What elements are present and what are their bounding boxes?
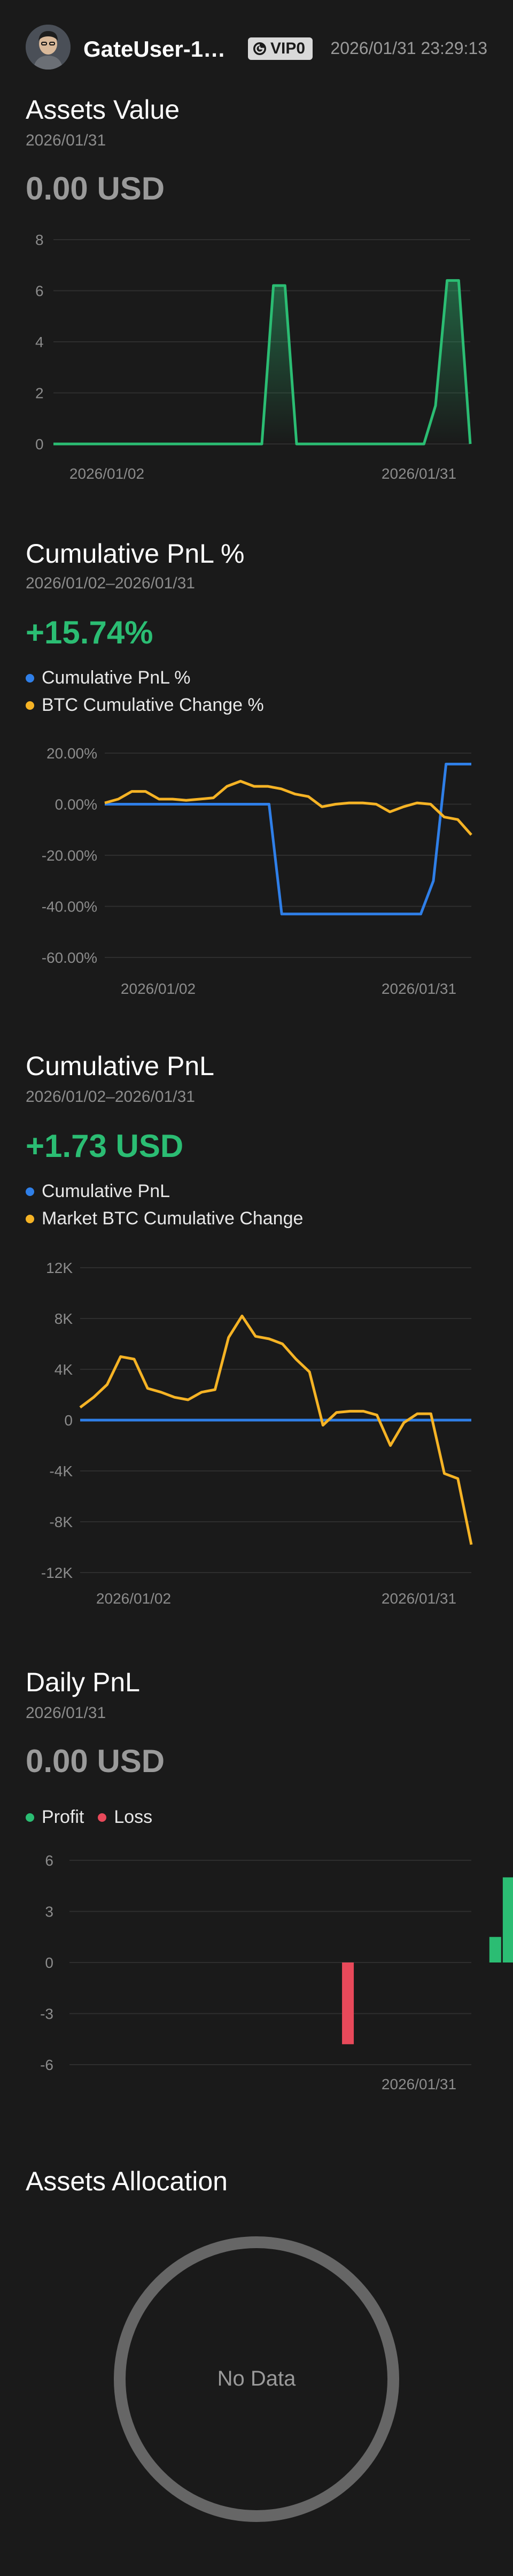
y-tick-label: -20.00% xyxy=(42,847,97,864)
blue-dot-icon xyxy=(26,673,34,683)
assets-area-fill xyxy=(53,280,470,444)
y-tick-label: 6 xyxy=(45,1852,53,1869)
username[interactable]: GateUser-1… xyxy=(83,36,226,62)
cumulative-pnl-value: +1.73 USD xyxy=(26,1128,184,1164)
series-line-0 xyxy=(105,763,471,916)
x-tick-label: 2026/01/02 xyxy=(96,1590,171,1607)
header: GateUser-1… VIP0 2026/01/31 23:29:13 xyxy=(26,21,487,73)
series-line-1 xyxy=(79,1314,473,1545)
y-tick-label: -40.00% xyxy=(42,899,97,915)
assets-value-amount: 0.00 USD xyxy=(26,171,165,206)
legend-label: Profit xyxy=(42,1807,84,1827)
daily-pnl-date: 2026/01/31 xyxy=(26,1704,106,1722)
y-tick-label: 4 xyxy=(35,334,44,350)
series-line-1 xyxy=(104,780,472,836)
y-tick-label: 0.00% xyxy=(55,796,97,813)
y-tick-label: 12K xyxy=(46,1260,73,1276)
y-tick-label: -12K xyxy=(41,1565,73,1581)
legend-item-market-btc-change[interactable]: Market BTC Cumulative Change xyxy=(26,1208,303,1229)
y-tick-label: -4K xyxy=(49,1463,73,1479)
loss-bar xyxy=(342,1962,354,2044)
legend-label: BTC Cumulative Change % xyxy=(42,695,264,715)
profit-bar xyxy=(489,1937,501,1962)
y-tick-label: -60.00% xyxy=(42,949,97,966)
assets-allocation-donut xyxy=(114,2236,399,2522)
cumulative-pnl-pct-chart[interactable]: 20.00% 0.00% -20.00% -40.00% -60.00% 2026/01/… xyxy=(0,738,513,1000)
empty-donut-ring xyxy=(114,2236,399,2522)
y-tick-label: 3 xyxy=(45,1904,53,1920)
cumulative-pnl-chart[interactable]: 12K 8K 4K 0 -4K -8K -12K 2026/01/02 2026/01/31 xyxy=(0,1252,513,1615)
daily-pnl-title: Daily PnL xyxy=(26,1667,140,1697)
legend-label: Market BTC Cumulative Change xyxy=(42,1208,304,1229)
yellow-dot-icon xyxy=(26,1214,34,1223)
x-tick-label: 2026/01/31 xyxy=(382,1590,456,1607)
legend-item-profit[interactable]: Profit xyxy=(26,1807,84,1828)
x-tick-label: 2026/01/02 xyxy=(121,980,196,997)
y-tick-label: 0 xyxy=(64,1412,73,1429)
y-tick-label: 4K xyxy=(55,1361,73,1378)
cumulative-pnl-date: 2026/01/02–2026/01/31 xyxy=(26,1088,195,1106)
cumulative-pnl-pct-legend: Cumulative PnL % BTC Cumulative Change % xyxy=(26,668,264,716)
x-tick-label: 2026/01/31 xyxy=(382,2076,456,2092)
y-tick-label: 0 xyxy=(35,436,44,453)
avatar[interactable] xyxy=(26,25,71,70)
x-tick-label: 2026/01/31 xyxy=(382,465,456,481)
legend-label: Loss xyxy=(114,1807,153,1827)
assets-value-date: 2026/01/31 xyxy=(26,132,106,149)
blue-dot-icon xyxy=(26,1187,34,1196)
green-dot-icon xyxy=(26,1813,34,1822)
legend-item-cumulative-pnl[interactable]: Cumulative PnL xyxy=(26,1181,303,1202)
y-tick-label: 0 xyxy=(45,1954,53,1971)
vip-badge[interactable]: VIP0 xyxy=(248,37,313,60)
y-tick-label: 2 xyxy=(35,385,44,402)
vip-label: VIP0 xyxy=(270,40,306,57)
yellow-dot-icon xyxy=(26,701,34,710)
cumulative-pnl-pct-date: 2026/01/02–2026/01/31 xyxy=(26,574,195,592)
assets-value-line xyxy=(53,279,472,446)
legend-item-loss[interactable]: Loss xyxy=(98,1807,152,1828)
daily-pnl-legend: Profit Loss xyxy=(26,1807,152,1828)
y-tick-label: -6 xyxy=(40,2057,53,2073)
cumulative-pnl-pct-title: Cumulative PnL % xyxy=(26,539,245,569)
timestamp: 2026/01/31 23:29:13 xyxy=(330,39,487,58)
cumulative-pnl-legend: Cumulative PnL Market BTC Cumulative Cha… xyxy=(26,1181,303,1229)
avatar-image xyxy=(26,25,71,70)
daily-pnl-chart[interactable]: 6 3 0 -3 -6 2026/01/31 xyxy=(0,1845,513,2113)
legend-label: Cumulative PnL % xyxy=(42,668,191,688)
y-tick-label: 20.00% xyxy=(46,745,97,762)
x-tick-label: 2026/01/31 xyxy=(382,980,456,997)
y-tick-label: -3 xyxy=(40,2006,53,2022)
profit-bar xyxy=(502,1877,513,1962)
no-data-label: No Data xyxy=(217,2367,296,2390)
gate-logo-icon xyxy=(253,42,266,55)
y-tick-label: 6 xyxy=(35,283,44,300)
assets-value-title: Assets Value xyxy=(26,95,180,125)
y-tick-label: 8 xyxy=(35,232,44,248)
legend-item-cumulative-pnl-pct[interactable]: Cumulative PnL % xyxy=(26,668,264,688)
daily-pnl-value: 0.00 USD xyxy=(26,1743,165,1779)
cumulative-pnl-title: Cumulative PnL xyxy=(26,1051,214,1081)
cumulative-pnl-pct-value: +15.74% xyxy=(26,615,153,650)
legend-label: Cumulative PnL xyxy=(42,1181,170,1201)
y-tick-label: 8K xyxy=(55,1310,73,1327)
assets-value-chart[interactable]: 8 6 4 2 0 2026/01/02 2026/01/31 xyxy=(0,225,513,481)
red-dot-icon xyxy=(98,1813,107,1822)
legend-item-btc-change-pct[interactable]: BTC Cumulative Change % xyxy=(26,695,264,716)
x-tick-label: 2026/01/02 xyxy=(69,465,144,481)
y-tick-label: -8K xyxy=(49,1514,73,1530)
assets-allocation-title: Assets Allocation xyxy=(26,2166,228,2196)
